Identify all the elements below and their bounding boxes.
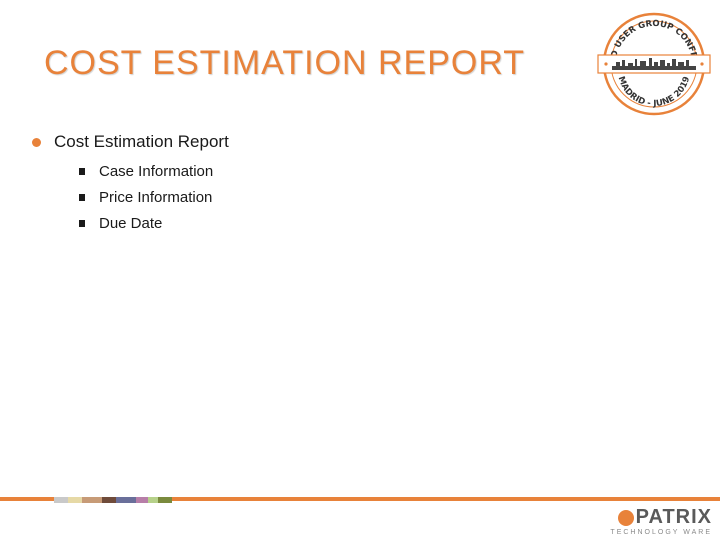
bullet-list: Cost Estimation Report Case Information …: [32, 130, 229, 236]
logo-tagline: TECHNOLOGY WARE: [610, 529, 712, 536]
conference-seal-logo: MADRID USER GROUP CONFERENCE MADRID - JU…: [594, 10, 711, 116]
subbullet-item: Due Date: [79, 210, 229, 236]
swatch: [102, 497, 116, 503]
logo-mark-icon: [617, 509, 634, 526]
subbullet-list: Case Information Price Information Due D…: [79, 158, 229, 236]
subbullet-item: Price Information: [79, 184, 229, 210]
footer-accent-line: [0, 497, 720, 501]
square-bullet-icon: [79, 167, 85, 175]
swatch: [68, 497, 82, 503]
bullet-item: Cost Estimation Report: [32, 130, 229, 154]
color-swatch-strip: [0, 497, 172, 503]
subbullet-item: Case Information: [79, 158, 229, 184]
subbullet-text: Case Information: [99, 162, 214, 180]
patrix-logo: PATRIX TECHNOLOGY WARE: [610, 506, 712, 536]
bullet-text: Cost Estimation Report: [54, 132, 229, 151]
swatch: [54, 497, 68, 503]
slide-title: COST ESTIMATION REPORT: [44, 44, 526, 82]
swatch: [82, 497, 102, 503]
square-bullet-icon: [79, 219, 85, 227]
subbullet-text: Due Date: [99, 214, 163, 232]
bullet-dot-icon: [32, 137, 41, 147]
subbullet-text: Price Information: [99, 188, 213, 206]
logo-wordmark: PATRIX: [610, 506, 712, 529]
swatch: [136, 497, 148, 503]
square-bullet-icon: [79, 193, 85, 201]
swatch: [148, 497, 158, 503]
swatch: [116, 497, 136, 503]
swatch: [158, 497, 172, 503]
